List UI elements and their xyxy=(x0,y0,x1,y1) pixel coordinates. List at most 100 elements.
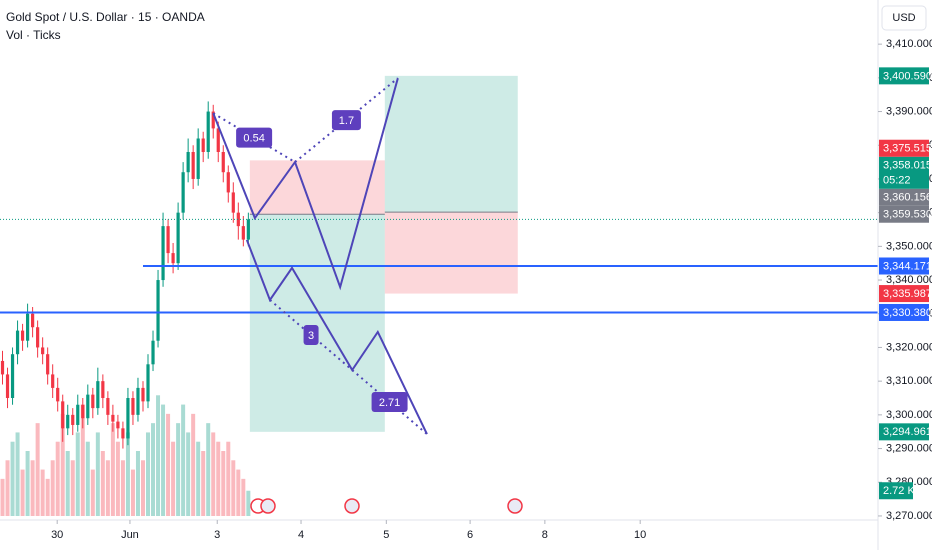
volume-bar xyxy=(35,423,40,516)
price-tag-label: 3,358.015 xyxy=(883,160,932,172)
volume-bar xyxy=(241,478,246,516)
volume-bar xyxy=(120,460,125,516)
stop-zone xyxy=(384,212,518,294)
volume-bar xyxy=(105,460,110,516)
price-tag xyxy=(879,188,929,206)
volume-bar xyxy=(246,490,251,516)
volume-bar xyxy=(55,441,60,516)
candle-body xyxy=(96,381,100,409)
volume-bar xyxy=(226,441,231,516)
candle-body xyxy=(10,354,15,399)
countdown-label: 05:22 xyxy=(883,175,911,187)
price-tag-label: 3,294.961 xyxy=(883,426,932,438)
volume-bar xyxy=(176,423,181,516)
price-tag-label: 3,400.590 xyxy=(883,70,932,82)
candle-body xyxy=(116,421,120,429)
chart-title: Gold Spot / U.S. Dollar · 15 · OANDA xyxy=(6,10,205,24)
candle-body xyxy=(31,313,35,328)
price-tag-label: 3,344.171 xyxy=(883,260,932,272)
x-tick-label: Jun xyxy=(121,529,139,541)
volume-bar xyxy=(135,451,140,516)
volume-tag xyxy=(879,482,913,500)
volume-bar xyxy=(100,451,105,516)
candle-body xyxy=(236,212,240,227)
candle-body xyxy=(131,398,135,415)
price-tag-label: 3,335.987 xyxy=(883,288,932,300)
candle-body xyxy=(166,226,170,254)
candle-body xyxy=(191,151,195,179)
candle-body xyxy=(146,364,150,402)
candle-body xyxy=(206,111,210,152)
indicator-label: Vol · Ticks xyxy=(6,28,61,42)
y-tick-label: 3,290.000 xyxy=(886,442,932,454)
volume-bar xyxy=(186,432,191,516)
event-icons xyxy=(250,498,523,514)
ratio-badge xyxy=(236,127,273,148)
y-tick-label: 3,300.000 xyxy=(886,409,932,421)
volume-bar xyxy=(181,404,186,516)
volume-bar xyxy=(15,432,20,516)
candle-body xyxy=(136,387,140,415)
candle-body xyxy=(20,330,25,341)
x-tick-label: 30 xyxy=(51,529,63,541)
currency-label[interactable]: USD xyxy=(892,12,915,24)
y-tick-label: 3,340.000 xyxy=(886,274,932,286)
x-tick-label: 6 xyxy=(467,529,473,541)
candle-body xyxy=(56,387,60,402)
volume-bar xyxy=(30,460,35,516)
volume-bar xyxy=(75,432,80,516)
volume-bar xyxy=(60,413,65,516)
volume-bar xyxy=(211,432,216,516)
candle-body xyxy=(126,398,130,439)
price-tag xyxy=(879,139,929,157)
volume-bar xyxy=(110,423,115,516)
ratio-label: 2.71 xyxy=(379,397,400,409)
candle-body xyxy=(141,387,145,402)
candle-body xyxy=(186,151,190,173)
target-zone xyxy=(249,214,385,432)
candle-body xyxy=(81,404,85,419)
y-tick-label: 3,410.000 xyxy=(886,38,932,50)
currency-button[interactable] xyxy=(881,5,927,31)
price-tag-label: 3,375.515 xyxy=(883,143,932,155)
volume-bar xyxy=(161,404,166,516)
price-tag xyxy=(879,303,929,321)
volume-tag-label: 2.72 K xyxy=(883,485,915,497)
price-tag xyxy=(879,423,929,441)
candle-body xyxy=(171,253,175,264)
volume-bar xyxy=(236,469,241,516)
ratio-badge xyxy=(371,392,408,413)
volume-bar xyxy=(201,451,206,516)
volume-bar xyxy=(50,460,55,516)
x-tick-label: 5 xyxy=(383,529,389,541)
candle-body xyxy=(241,226,245,240)
candle-body xyxy=(61,401,65,429)
candle-body xyxy=(101,381,105,399)
price-tag-label: 3,360.156 xyxy=(883,192,932,204)
candle-body xyxy=(111,414,115,422)
candle-body xyxy=(46,354,50,375)
candle-body xyxy=(36,327,40,348)
volume-bar xyxy=(191,413,196,516)
candle-body xyxy=(151,340,155,365)
volume-bar xyxy=(115,441,120,516)
volume-bar xyxy=(80,404,85,516)
volume-bar xyxy=(151,423,156,516)
ratio-badge xyxy=(331,110,361,131)
candle-body xyxy=(181,172,185,213)
candle-body xyxy=(161,226,165,281)
volume-bar xyxy=(70,460,75,516)
x-tick-label: 10 xyxy=(634,529,646,541)
price-tag xyxy=(879,285,929,303)
target-zone xyxy=(384,75,518,213)
volume-bar xyxy=(40,469,45,516)
volume-bar xyxy=(125,432,130,516)
volume-bar xyxy=(10,441,15,516)
candle-body xyxy=(15,330,20,355)
volume-bar xyxy=(206,423,211,516)
candle-body xyxy=(211,111,215,129)
volume-bar xyxy=(166,413,171,516)
candle-body xyxy=(41,347,45,355)
